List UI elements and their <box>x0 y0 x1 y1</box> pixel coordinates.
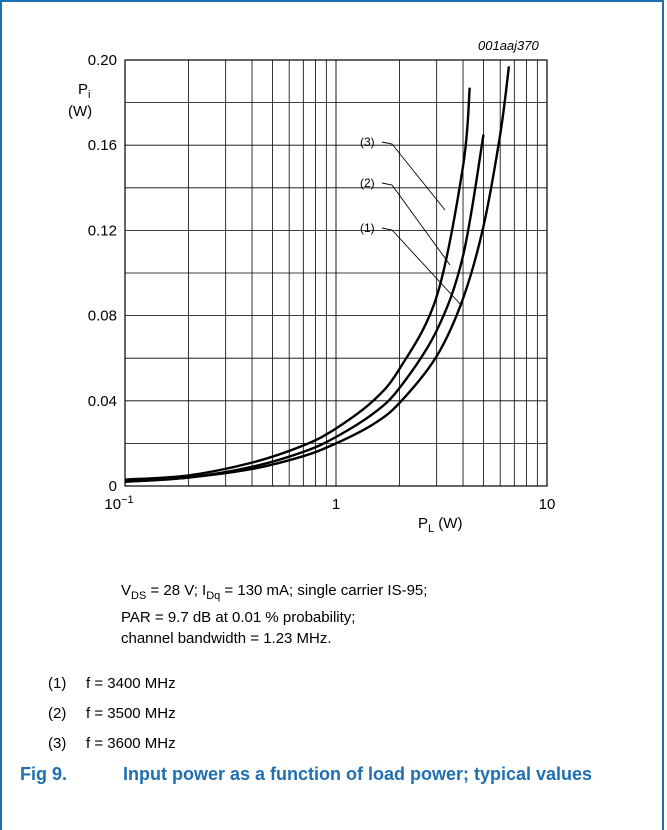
notes-list: (1) f = 3400 MHz (2) f = 3500 MHz (3) f … <box>48 668 176 758</box>
conditions-line-1: VDS = 28 V; IDq = 130 mA; single carrier… <box>121 580 427 607</box>
y-axis-label: Pi <box>78 81 90 101</box>
note-number: (1) <box>48 674 67 692</box>
conditions-line-2: PAR = 9.7 dB at 0.01 % probability; <box>121 609 356 626</box>
note-text: f = 3500 MHz <box>86 704 176 722</box>
note-item: (3) f = 3600 MHz <box>48 728 176 758</box>
y-tick-label: 0.08 <box>88 308 117 325</box>
chart-area: 0 0.04 0.08 0.12 0.16 0.20 10−1 1 10 Pi (W) PL (W) (… <box>68 52 556 535</box>
vds-symbol: V <box>121 582 132 599</box>
series-line <box>124 66 511 483</box>
x-tick-label: 10−1 <box>104 494 133 513</box>
note-item: (2) f = 3500 MHz <box>48 698 176 728</box>
y-axis-unit: (W) <box>68 103 92 120</box>
vds-value: = 28 V; I <box>146 582 207 599</box>
y-tick-label: 0 <box>109 478 117 495</box>
note-text: f = 3400 MHz <box>86 674 176 692</box>
series-label: (2) <box>360 176 375 190</box>
x-axis-label: PL (W) <box>418 515 462 535</box>
series-label: (3) <box>360 135 375 149</box>
figure-title: Input power as a function of load power;… <box>123 764 593 784</box>
series-line <box>124 134 485 483</box>
y-tick-label: 0.12 <box>88 222 117 239</box>
vds-subscript: DS <box>131 590 147 602</box>
figure-code: 001aaj370 <box>478 38 539 53</box>
conditions-line-3: channel bandwidth = 1.23 MHz. <box>121 630 332 647</box>
y-tick-label: 0.16 <box>88 137 117 154</box>
series-leader-line <box>381 182 451 266</box>
idq-value: = 130 mA; single carrier IS-95; <box>220 582 428 599</box>
plot-frame <box>124 59 548 487</box>
series-line <box>124 87 471 481</box>
series-label: (1) <box>360 221 375 235</box>
note-text: f = 3600 MHz <box>86 734 176 752</box>
figure-number: Fig 9. <box>20 764 68 784</box>
x-tick-label: 10 <box>539 496 556 513</box>
y-tick-label: 0.20 <box>88 52 117 69</box>
y-tick-label: 0.04 <box>88 393 117 410</box>
conditions-text: VDS = 28 V; IDq = 130 mA; single carrier… <box>121 580 427 649</box>
x-tick-label: 1 <box>332 496 340 513</box>
series-leader-line <box>381 141 446 211</box>
note-item: (1) f = 3400 MHz <box>48 668 176 698</box>
note-number: (2) <box>48 704 67 722</box>
idq-subscript: Dq <box>206 590 221 602</box>
note-number: (3) <box>48 734 67 752</box>
series-leader-line <box>381 227 463 307</box>
